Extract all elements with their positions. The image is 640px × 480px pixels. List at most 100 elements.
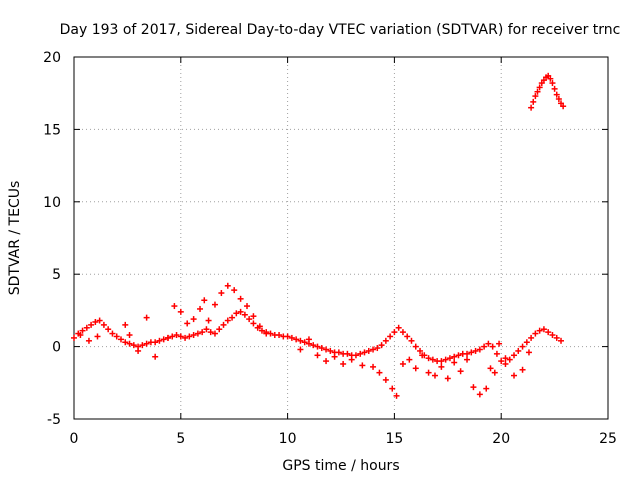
data-point xyxy=(152,339,159,346)
data-point xyxy=(506,356,513,363)
data-point xyxy=(173,332,180,339)
data-point xyxy=(419,352,426,359)
data-point xyxy=(335,349,342,356)
data-point xyxy=(455,352,462,359)
data-point xyxy=(511,352,518,359)
plot-area-frame xyxy=(73,56,609,420)
data-point xyxy=(530,98,537,105)
x-tick-label: 5 xyxy=(176,431,185,447)
data-point xyxy=(197,305,204,312)
x-axis: 0 5 10 15 20 25 xyxy=(70,57,617,447)
data-point xyxy=(233,310,240,317)
data-point xyxy=(297,337,304,344)
data-point xyxy=(498,358,505,365)
data-point xyxy=(220,321,227,328)
data-point xyxy=(250,313,257,320)
data-point xyxy=(305,336,312,343)
data-point xyxy=(451,359,458,366)
gridlines xyxy=(74,57,608,419)
y-tick-label: 0 xyxy=(52,340,61,356)
y-axis-label: SDTVAR / TECUs xyxy=(7,181,23,296)
y-tick-label: 10 xyxy=(43,195,61,211)
data-point xyxy=(241,311,248,318)
data-point xyxy=(130,342,137,349)
data-point xyxy=(476,391,483,398)
data-point xyxy=(382,337,389,344)
data-point xyxy=(314,343,321,350)
data-point xyxy=(244,303,251,310)
data-point xyxy=(485,340,492,347)
data-point xyxy=(395,324,402,331)
data-point xyxy=(201,297,208,304)
data-point xyxy=(493,350,500,357)
data-point xyxy=(143,314,150,321)
data-point xyxy=(301,339,308,346)
data-point xyxy=(164,334,171,341)
x-tick-label: 20 xyxy=(492,431,510,447)
data-point xyxy=(442,356,449,363)
data-point xyxy=(297,346,304,353)
data-point xyxy=(340,360,347,367)
data-point xyxy=(408,337,415,344)
data-point xyxy=(555,95,562,102)
y-axis: -5 0 5 10 15 20 xyxy=(43,50,608,428)
data-point xyxy=(523,339,530,346)
data-point xyxy=(487,365,494,372)
data-point xyxy=(331,353,338,360)
data-point xyxy=(438,363,445,370)
data-point xyxy=(391,329,398,336)
data-point xyxy=(156,337,163,344)
data-point xyxy=(361,349,368,356)
data-point xyxy=(451,353,458,360)
data-point xyxy=(406,356,413,363)
data-point xyxy=(77,332,84,339)
data-point xyxy=(122,321,129,328)
data-point xyxy=(549,80,556,87)
data-point xyxy=(425,355,432,362)
data-point xyxy=(532,93,539,100)
chart-title: Day 193 of 2017, Sidereal Day-to-day VTE… xyxy=(60,22,621,38)
data-point xyxy=(551,85,558,92)
data-point xyxy=(237,308,244,315)
data-points xyxy=(71,72,567,399)
data-point xyxy=(476,346,483,353)
data-point xyxy=(489,343,496,350)
data-point xyxy=(519,366,526,373)
data-point xyxy=(293,336,300,343)
data-point xyxy=(122,339,129,346)
data-point xyxy=(85,337,92,344)
data-point xyxy=(534,88,541,95)
data-point xyxy=(284,333,291,340)
data-point xyxy=(359,362,366,369)
data-point xyxy=(314,352,321,359)
data-point xyxy=(126,340,133,347)
data-point xyxy=(545,329,552,336)
data-point xyxy=(536,327,543,334)
data-point xyxy=(211,301,218,308)
data-point xyxy=(470,384,477,391)
data-point xyxy=(199,329,206,336)
data-point xyxy=(71,334,77,341)
data-point xyxy=(263,330,270,337)
data-point xyxy=(387,333,394,340)
data-point xyxy=(171,303,178,310)
data-point xyxy=(105,326,112,333)
y-tick-label: 20 xyxy=(43,50,61,66)
data-point xyxy=(425,369,432,376)
data-point xyxy=(109,330,116,337)
data-point xyxy=(310,342,317,349)
data-point xyxy=(374,345,381,352)
data-point xyxy=(412,365,419,372)
data-point xyxy=(194,330,201,337)
data-point xyxy=(382,376,389,383)
x-tick-label: 0 xyxy=(70,431,79,447)
data-point xyxy=(370,363,377,370)
y-tick-label: -5 xyxy=(47,412,61,428)
data-point xyxy=(352,352,359,359)
data-point xyxy=(553,91,560,98)
data-point xyxy=(126,332,133,339)
data-point xyxy=(528,334,535,341)
data-point xyxy=(79,327,86,334)
data-point xyxy=(464,350,471,357)
data-point xyxy=(502,360,509,367)
